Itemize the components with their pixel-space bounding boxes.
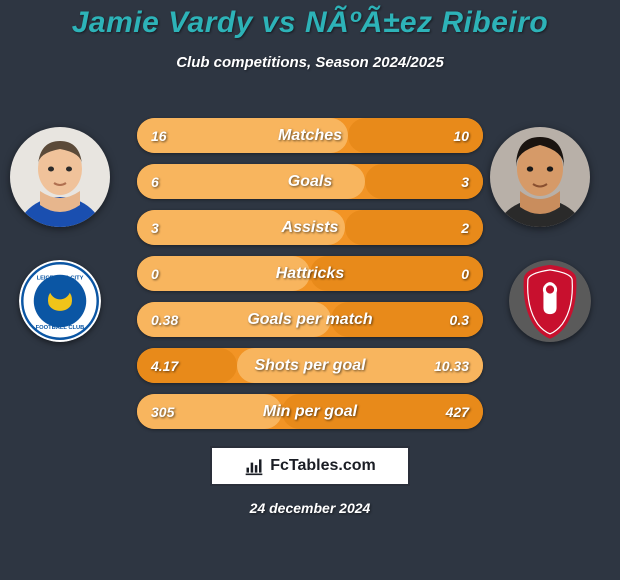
stat-bars: 1610Matches 63Goals 32Assists 00Hattricks 0.…	[137, 118, 483, 440]
stat-row: 1610Matches	[137, 118, 483, 153]
stat-bar-fill	[137, 118, 348, 153]
stat-row: 4.1710.33Shots per goal	[137, 348, 483, 383]
stat-row: 0.380.3Goals per match	[137, 302, 483, 337]
stat-row: 63Goals	[137, 164, 483, 199]
stat-bar-remainder	[331, 302, 483, 337]
stat-row: 305427Min per goal	[137, 394, 483, 429]
stat-bar-fill	[137, 302, 331, 337]
stat-bar-fill	[137, 256, 310, 291]
stat-bar-remainder	[310, 256, 483, 291]
player-avatar-left	[10, 127, 110, 227]
footer-brand-text: FcTables.com	[270, 457, 376, 475]
club-badge-right	[509, 260, 591, 342]
page-subtitle: Club competitions, Season 2024/2025	[0, 54, 620, 71]
svg-text:LEICESTER CITY: LEICESTER CITY	[37, 276, 84, 282]
stat-row: 00Hattricks	[137, 256, 483, 291]
player-avatar-right	[490, 127, 590, 227]
stat-row: 32Assists	[137, 210, 483, 245]
stat-bar-remainder	[345, 210, 483, 245]
club-badge-left: LEICESTER CITY FOOTBALL CLUB	[19, 260, 101, 342]
comparison-card: Jamie Vardy vs NÃºÃ±ez Ribeiro Club comp…	[0, 0, 620, 580]
stat-bar-remainder	[137, 348, 237, 383]
svg-text:FOOTBALL CLUB: FOOTBALL CLUB	[36, 325, 85, 331]
stat-bar-remainder	[282, 394, 483, 429]
footer-brand[interactable]: FcTables.com	[210, 446, 410, 486]
page-title: Jamie Vardy vs NÃºÃ±ez Ribeiro	[0, 6, 620, 40]
stat-bar-fill	[137, 164, 365, 199]
stat-bar-fill	[137, 394, 282, 429]
chart-icon	[244, 456, 264, 476]
footer-date: 24 december 2024	[0, 500, 620, 516]
stat-bar-remainder	[365, 164, 483, 199]
stat-bar-fill	[137, 210, 345, 245]
stat-bar-remainder	[348, 118, 483, 153]
stat-bar-fill	[237, 348, 483, 383]
